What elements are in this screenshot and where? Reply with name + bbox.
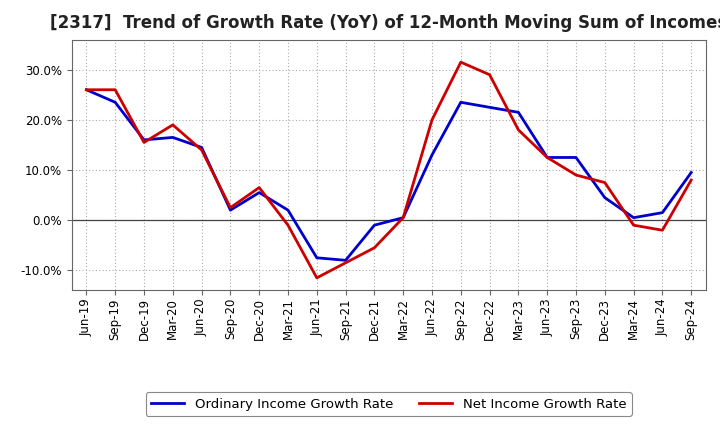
Ordinary Income Growth Rate: [370, 223, 379, 228]
Legend: Ordinary Income Growth Rate, Net Income Growth Rate: Ordinary Income Growth Rate, Net Income …: [145, 392, 632, 416]
Net Income Growth Rate: [140, 140, 148, 145]
Net Income Growth Rate: [197, 147, 206, 153]
Net Income Growth Rate: [543, 155, 552, 160]
Net Income Growth Rate: [312, 275, 321, 281]
Ordinary Income Growth Rate: [399, 215, 408, 220]
Ordinary Income Growth Rate: [572, 155, 580, 160]
Net Income Growth Rate: [168, 122, 177, 128]
Ordinary Income Growth Rate: [456, 99, 465, 105]
Net Income Growth Rate: [226, 205, 235, 210]
Ordinary Income Growth Rate: [226, 208, 235, 213]
Net Income Growth Rate: [370, 245, 379, 250]
Net Income Growth Rate: [485, 72, 494, 77]
Net Income Growth Rate: [399, 215, 408, 220]
Net Income Growth Rate: [111, 87, 120, 92]
Ordinary Income Growth Rate: [168, 135, 177, 140]
Net Income Growth Rate: [284, 223, 292, 228]
Net Income Growth Rate: [572, 172, 580, 178]
Net Income Growth Rate: [514, 127, 523, 132]
Ordinary Income Growth Rate: [600, 195, 609, 200]
Ordinary Income Growth Rate: [658, 210, 667, 215]
Net Income Growth Rate: [658, 227, 667, 233]
Ordinary Income Growth Rate: [312, 255, 321, 260]
Ordinary Income Growth Rate: [629, 215, 638, 220]
Net Income Growth Rate: [255, 185, 264, 190]
Ordinary Income Growth Rate: [341, 258, 350, 263]
Ordinary Income Growth Rate: [687, 170, 696, 175]
Line: Net Income Growth Rate: Net Income Growth Rate: [86, 62, 691, 278]
Net Income Growth Rate: [456, 59, 465, 65]
Ordinary Income Growth Rate: [255, 190, 264, 195]
Ordinary Income Growth Rate: [82, 87, 91, 92]
Ordinary Income Growth Rate: [140, 137, 148, 143]
Ordinary Income Growth Rate: [428, 152, 436, 158]
Ordinary Income Growth Rate: [197, 145, 206, 150]
Ordinary Income Growth Rate: [514, 110, 523, 115]
Net Income Growth Rate: [600, 180, 609, 185]
Net Income Growth Rate: [687, 177, 696, 183]
Title: [2317]  Trend of Growth Rate (YoY) of 12-Month Moving Sum of Incomes: [2317] Trend of Growth Rate (YoY) of 12-…: [50, 15, 720, 33]
Net Income Growth Rate: [82, 87, 91, 92]
Line: Ordinary Income Growth Rate: Ordinary Income Growth Rate: [86, 90, 691, 260]
Net Income Growth Rate: [428, 117, 436, 122]
Ordinary Income Growth Rate: [111, 99, 120, 105]
Ordinary Income Growth Rate: [284, 208, 292, 213]
Net Income Growth Rate: [341, 260, 350, 265]
Ordinary Income Growth Rate: [485, 105, 494, 110]
Ordinary Income Growth Rate: [543, 155, 552, 160]
Net Income Growth Rate: [629, 223, 638, 228]
